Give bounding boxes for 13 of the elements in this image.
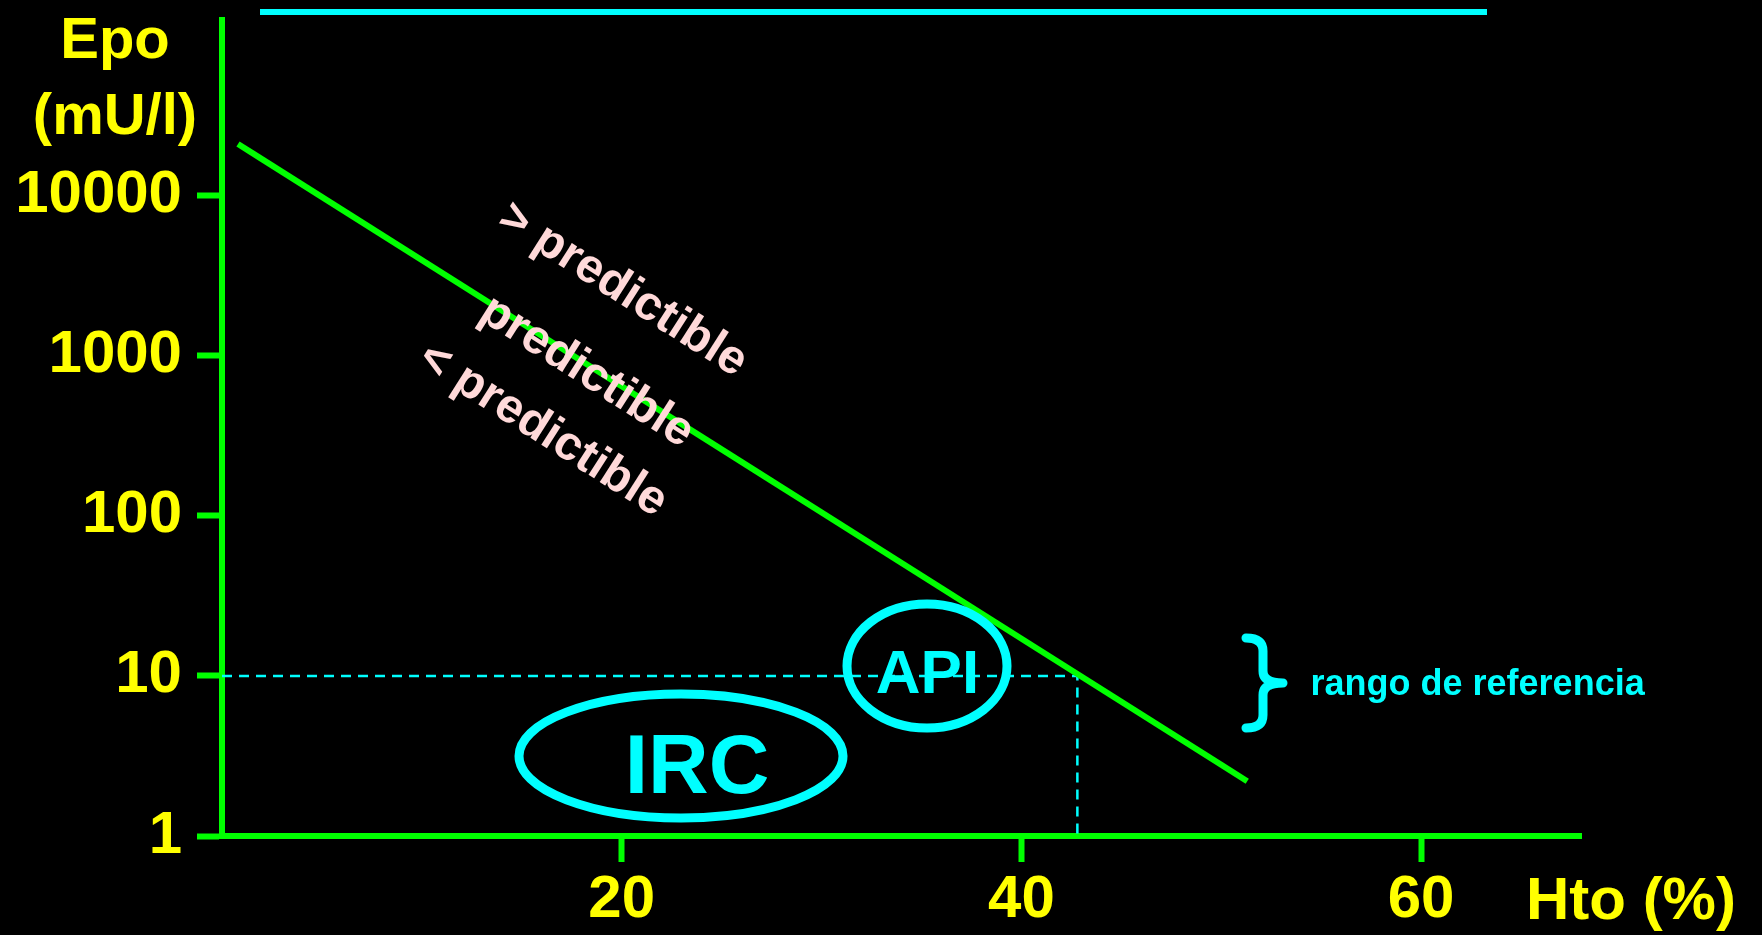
annotation: API: [875, 636, 980, 706]
y-tick-label: 10000: [15, 158, 182, 226]
x-tick-label: 20: [588, 862, 656, 930]
y-tick-label: 1: [148, 798, 182, 866]
x-tick-label: 40: [988, 862, 1055, 930]
x-tick-label: 60: [1387, 862, 1455, 930]
annotation: IRC: [624, 716, 770, 811]
y-tick-label: 100: [81, 478, 182, 546]
y-tick-label: 10: [115, 638, 182, 706]
y-axis-title: Epo (mU/l): [31, 4, 199, 148]
x-axis-title: Hto (%): [1526, 865, 1736, 932]
y-tick-label: 1000: [48, 318, 182, 386]
annotation: rango de referencia: [1310, 662, 1645, 704]
